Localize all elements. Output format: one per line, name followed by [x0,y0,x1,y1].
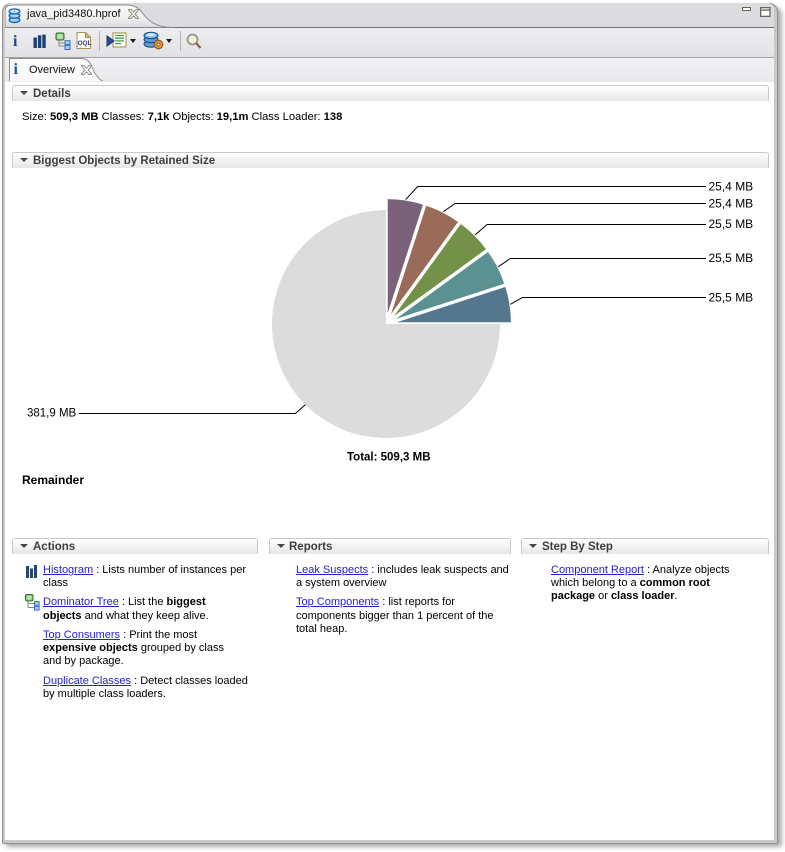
svg-text:OQL: OQL [78,40,92,47]
svg-text:25,5 MB: 25,5 MB [709,217,754,231]
svg-text:25,5 MB: 25,5 MB [709,251,754,265]
svg-text:381,9 MB: 381,9 MB [27,408,77,420]
svg-text:25,5 MB: 25,5 MB [709,291,754,305]
svg-text:Total: 509,3 MB: Total: 509,3 MB [347,451,431,463]
svg-text:25,4 MB: 25,4 MB [709,197,754,211]
svg-text:25,4 MB: 25,4 MB [709,180,754,194]
